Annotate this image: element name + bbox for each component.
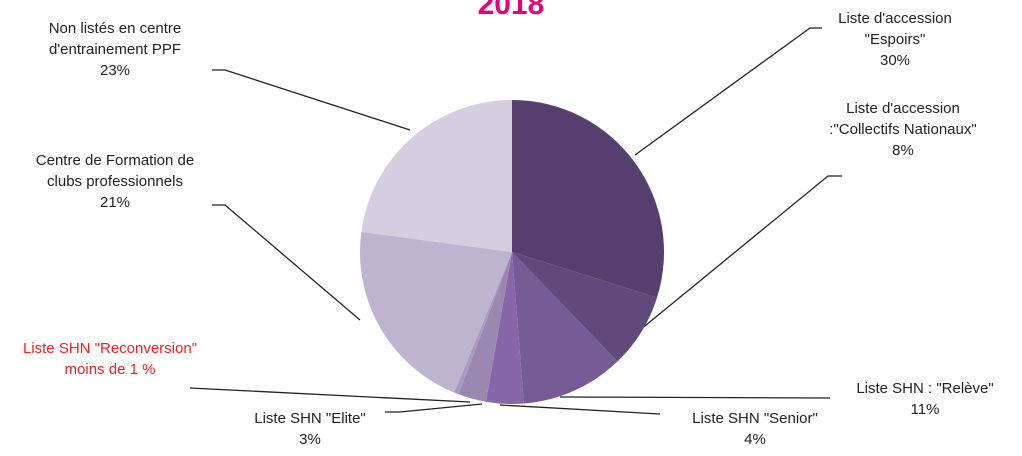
pie-slice — [512, 100, 664, 298]
pie-slice — [485, 252, 524, 404]
pie-slice — [454, 252, 512, 395]
category-label: Non listés en centre d'entrainement PPF — [48, 20, 182, 58]
value-label: 21% — [99, 194, 131, 211]
category-label: Liste d'accession :"Collectifs Nationaux… — [829, 100, 977, 138]
slice-label: Non listés en centre d'entrainement PPF 2… — [10, 18, 220, 81]
value-label: 11% — [910, 401, 940, 418]
leader-lines — [189, 27, 842, 415]
value-label: 8% — [892, 142, 914, 159]
category-label: Liste d'accession "Espoirs" — [838, 10, 952, 48]
slice-label: Centre de Formation de clubs professionn… — [30, 150, 200, 213]
category-label: Liste SHN : "Relève" — [856, 380, 994, 397]
value-label: moins de 1 % — [64, 361, 156, 378]
slice-label: Liste d'accession "Espoirs" 30% — [820, 8, 970, 71]
pie-slice — [360, 231, 512, 393]
slice-label: Liste SHN "Reconversion" moins de 1 % — [20, 338, 200, 380]
value-label: 23% — [99, 62, 131, 79]
value-label: 30% — [879, 52, 911, 69]
value-label: 4% — [744, 431, 766, 448]
pie-slice — [361, 100, 512, 252]
category-label: Liste SHN "Elite" — [254, 410, 366, 427]
slice-label: Liste SHN "Senior" 4% — [655, 408, 855, 450]
category-label: Centre de Formation de clubs professionn… — [35, 152, 195, 190]
category-label: Liste SHN "Reconversion" — [22, 340, 198, 357]
pie-slice — [512, 252, 618, 404]
slice-label: Liste SHN "Elite" 3% — [210, 408, 410, 450]
value-label: 3% — [299, 431, 321, 448]
slice-label: Liste d'accession :"Collectifs Nationaux… — [818, 98, 988, 161]
category-label: Liste SHN "Senior" — [692, 410, 818, 427]
pie-slice — [458, 252, 512, 402]
chart-title: 2018 — [477, 0, 545, 21]
pie-slice — [512, 252, 657, 362]
slice-label: Liste SHN : "Relève" 11% — [825, 378, 1022, 420]
